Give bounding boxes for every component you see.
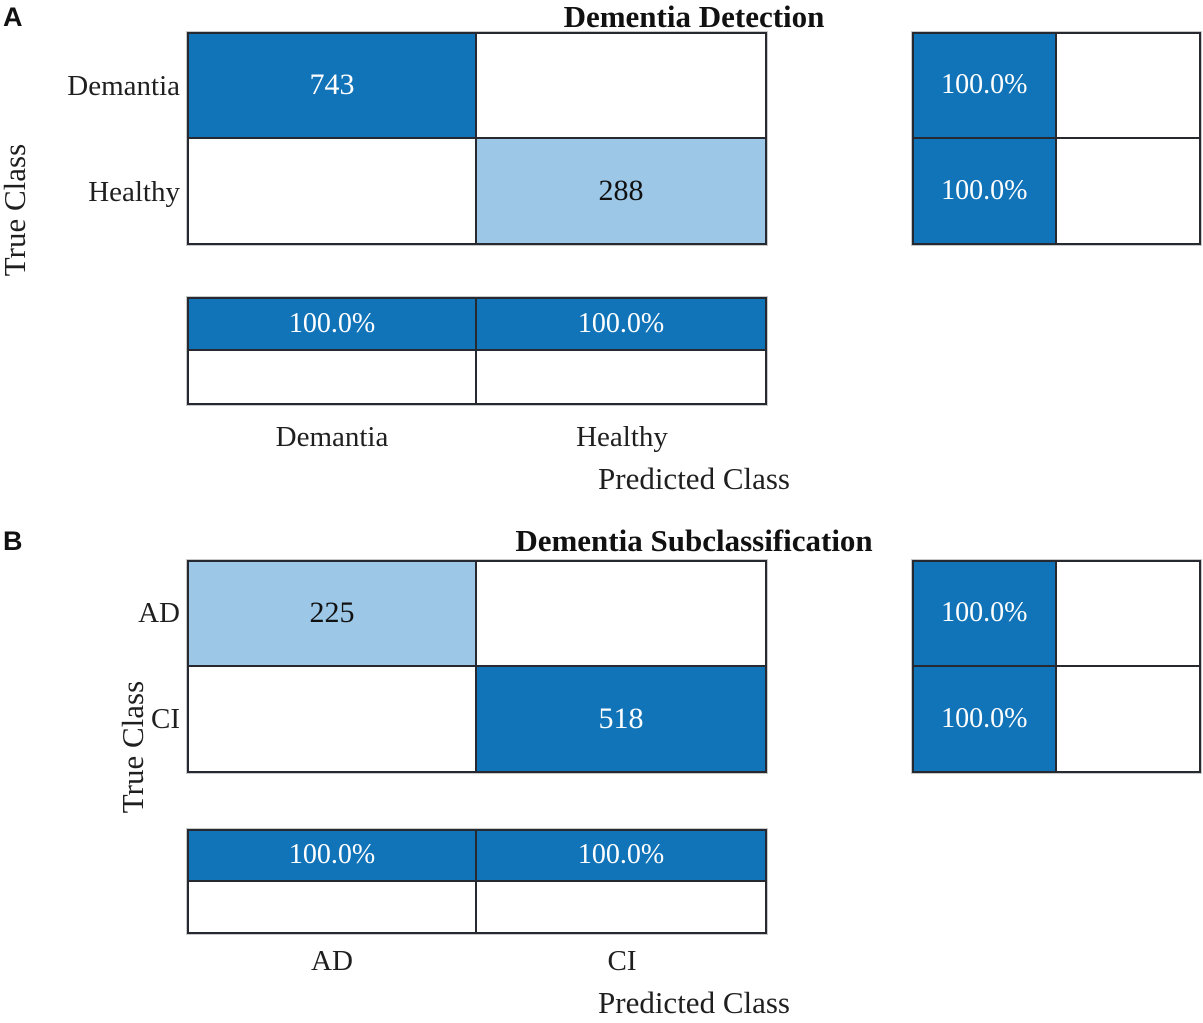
panel-a-col-label-demantia: Demantia xyxy=(275,421,389,453)
cell-a-true-healthy-pred-demantia xyxy=(189,138,477,243)
col-summary-a-1-blank xyxy=(477,351,765,403)
cell-b-true-ci-pred-ci: 518 xyxy=(477,666,765,771)
col-summary-b-1-value: 100.0% xyxy=(577,839,665,871)
col-summary-a-0-value: 100.0% xyxy=(288,308,376,339)
col-summary-a-1-value: 100.0% xyxy=(577,308,665,339)
cell-b-true-ci-pred-ad xyxy=(189,666,477,771)
row-summary-b-0: 100.0% xyxy=(914,562,1057,667)
panel-a-col-label-healthy: Healthy xyxy=(576,421,668,453)
cell-b-true-ad-pred-ci xyxy=(477,562,765,667)
col-summary-b-0-value: 100.0% xyxy=(288,839,376,871)
row-summary-a-0-blank xyxy=(1056,34,1199,139)
row-summary-a-0: 100.0% xyxy=(914,34,1057,139)
col-summary-a-1: 100.0% xyxy=(477,299,765,351)
panel-b-letter: B xyxy=(3,526,23,556)
cell-b-true-ad-pred-ad: 225 xyxy=(189,562,477,667)
cell-a-true-demantia-pred-healthy xyxy=(477,34,765,139)
row-summary-a-1: 100.0% xyxy=(914,138,1057,243)
panel-a-letter: A xyxy=(3,2,23,32)
col-summary-a-0-blank xyxy=(189,351,477,403)
confusion-matrix-b: 225 518 xyxy=(187,560,767,773)
col-summary-a-0: 100.0% xyxy=(189,299,477,351)
row-summary-a-1-value: 100.0% xyxy=(941,174,1028,206)
panel-a-row-label-demantia: Demantia xyxy=(67,70,180,102)
row-summary-b-1-value: 100.0% xyxy=(941,702,1028,734)
cell-a-true-healthy-pred-healthy: 288 xyxy=(477,138,765,243)
row-summary-b: 100.0% 100.0% xyxy=(912,560,1201,773)
cell-b-value-225: 225 xyxy=(309,596,355,630)
row-summary-b-1: 100.0% xyxy=(914,666,1057,771)
panel-a-row-label-healthy: Healthy xyxy=(88,176,180,208)
row-summary-a: 100.0% 100.0% xyxy=(912,32,1201,245)
col-summary-b-0: 100.0% xyxy=(189,831,477,882)
row-summary-b-0-blank xyxy=(1056,562,1199,667)
col-summary-b: 100.0% 100.0% xyxy=(187,829,767,934)
confusion-matrix-a: 743 288 xyxy=(187,32,767,245)
row-summary-b-0-value: 100.0% xyxy=(941,597,1028,629)
col-summary-b-0-blank xyxy=(189,881,477,932)
panel-b-row-label-ci: CI xyxy=(151,703,180,735)
row-summary-a-1-blank xyxy=(1056,138,1199,243)
col-summary-b-1: 100.0% xyxy=(477,831,765,882)
panel-a-ylabel: True Class xyxy=(0,143,32,277)
panel-a-title: Dementia Detection xyxy=(563,0,825,34)
cell-a-value-288: 288 xyxy=(598,173,644,207)
cell-b-value-518: 518 xyxy=(598,701,644,735)
panel-b-col-label-ad: AD xyxy=(311,945,353,977)
row-summary-a-0-value: 100.0% xyxy=(941,69,1028,101)
panel-b-ylabel: True Class xyxy=(115,680,150,814)
panel-b-col-label-ci: CI xyxy=(607,945,637,977)
panel-b-title: Dementia Subclassification xyxy=(515,523,873,558)
col-summary-a: 100.0% 100.0% xyxy=(187,297,767,405)
cell-a-true-demantia-pred-demantia: 743 xyxy=(189,34,477,139)
panel-a-xlabel: Predicted Class xyxy=(598,461,790,496)
row-summary-b-1-blank xyxy=(1056,666,1199,771)
col-summary-b-1-blank xyxy=(477,881,765,932)
cell-a-value-743: 743 xyxy=(309,68,355,102)
panel-b-xlabel: Predicted Class xyxy=(598,985,790,1020)
panel-b-row-label-ad: AD xyxy=(138,597,180,629)
